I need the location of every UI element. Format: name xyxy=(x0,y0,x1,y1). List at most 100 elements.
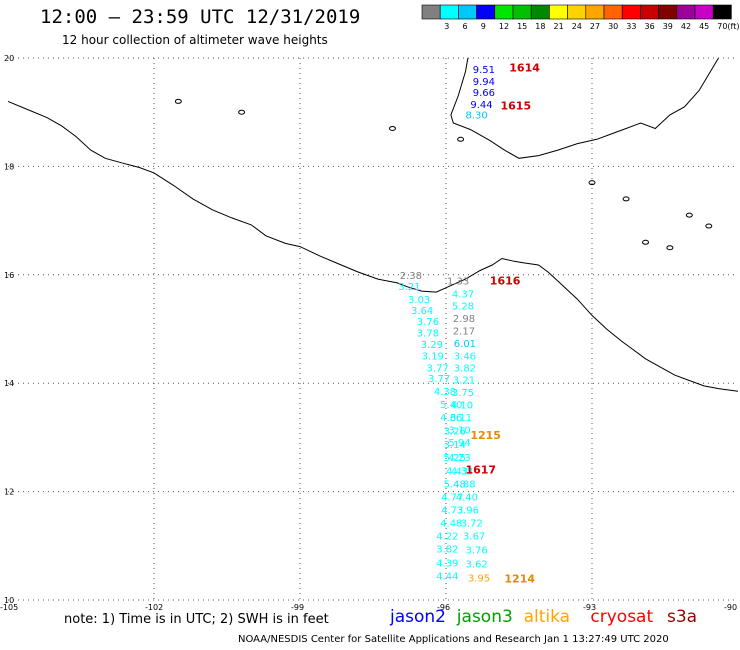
legend-swatch xyxy=(658,4,678,20)
pass-time-label: 1615 xyxy=(501,99,532,112)
pass-time-label: 1616 xyxy=(490,275,521,288)
wave-height-label: 4.48 xyxy=(440,518,462,529)
legend-swatch xyxy=(494,4,514,20)
wave-height-label: 2.38 xyxy=(400,271,422,282)
legend-swatch xyxy=(585,4,605,20)
wave-height-label: 4.66 xyxy=(440,413,462,424)
legend-label: 70 xyxy=(717,22,728,31)
legend-label: 3 xyxy=(444,22,450,31)
legend-swatch xyxy=(439,4,459,20)
wave-height-label: 5.94 xyxy=(448,438,470,449)
wave-height-label: 3.67 xyxy=(463,531,485,542)
map-subtitle: 12 hour collection of altimeter wave hei… xyxy=(62,33,328,47)
wave-height-label: 4.39 xyxy=(436,558,458,569)
lat-tick-label: 20 xyxy=(4,54,14,63)
wave-height-label: 3.76 xyxy=(465,545,487,556)
wave-height-label: 3.77 xyxy=(427,363,449,374)
wave-height-label: 3.72 xyxy=(461,518,483,529)
wave-height-label: 4.37 xyxy=(452,290,474,301)
wave-height-label: 4.73 xyxy=(441,505,463,516)
legend-label: 12 xyxy=(498,22,510,31)
legend-label: 45 xyxy=(699,22,710,31)
lat-tick-label: 12 xyxy=(4,488,14,497)
wave-height-label: 8.30 xyxy=(465,111,487,122)
legend-swatch xyxy=(712,4,732,20)
pass-time-label: 1614 xyxy=(509,62,540,75)
pass-time-label: 1617 xyxy=(465,464,496,477)
satellite-altika: altika xyxy=(523,607,571,627)
lake-outline xyxy=(622,196,630,202)
wave-height-observations: 9.519.949.669.448.302.383.213.033.643.76… xyxy=(398,65,495,584)
footer-note: note: 1) Time is in UTC; 2) SWH is in fe… xyxy=(64,612,329,627)
legend-labels: 3 6 9 12 15 18 21 24 27 30 33 36 39 42 45 70 (ft) xyxy=(422,22,739,34)
legend-swatch xyxy=(421,4,441,20)
wave-height-label: 3.62 xyxy=(465,559,487,570)
legend-swatch xyxy=(567,4,587,20)
lake-outline xyxy=(642,239,650,245)
lat-tick-label: 18 xyxy=(4,162,14,171)
lon-tick-label: -93 xyxy=(583,603,596,612)
wave-height-label: 4.43 xyxy=(446,466,468,477)
wave-height-label: 4.88 xyxy=(453,479,475,490)
legend-swatch xyxy=(549,4,568,20)
wave-height-label: 4.10 xyxy=(451,401,473,412)
lat-tick-label: 10 xyxy=(4,596,14,605)
lon-tick-label: -102 xyxy=(145,603,163,612)
pass-time-label: 1215 xyxy=(470,429,501,442)
lake-outline xyxy=(685,212,693,218)
wave-height-label: 3.78 xyxy=(417,329,439,340)
pass-time-label: 1214 xyxy=(504,573,535,586)
gulf-coastline xyxy=(450,57,719,159)
legend-swatch xyxy=(458,4,477,20)
wave-height-label: 4.22 xyxy=(436,531,458,542)
legend-label: 18 xyxy=(535,22,546,31)
satellite-jason3: jason3 xyxy=(456,607,513,627)
wave-height-label: 3.11 xyxy=(450,413,472,424)
legend-swatch xyxy=(621,4,641,20)
lon-tick-label: -96 xyxy=(437,603,450,612)
legend-swatch xyxy=(603,4,623,20)
lat-lon-grid xyxy=(8,57,738,601)
coastline xyxy=(7,57,739,392)
legend-label: 21 xyxy=(553,22,564,31)
wave-height-label: 3.76 xyxy=(417,317,439,328)
wave-height-label: 1.33 xyxy=(447,277,469,288)
wave-height-label: 3.19 xyxy=(422,351,444,362)
footer-credit: NOAA/NESDIS Center for Satellite Applica… xyxy=(238,634,669,645)
legend-swatch xyxy=(694,4,714,20)
wave-height-label: 9.94 xyxy=(473,77,495,88)
color-legend xyxy=(421,4,732,20)
lake-outline xyxy=(666,245,674,251)
legend-label: 36 xyxy=(644,22,655,31)
lat-tick-label: 14 xyxy=(4,379,14,388)
wave-height-label: 4.23 xyxy=(448,453,470,464)
wave-height-label: 3.10 xyxy=(448,426,470,437)
legend-label: 39 xyxy=(662,22,673,31)
pacific-coastline xyxy=(7,100,739,392)
wave-height-label: 3.46 xyxy=(454,351,476,362)
legend-swatch xyxy=(676,4,696,20)
wave-height-label: 3.14 xyxy=(444,440,466,451)
lake-outline xyxy=(705,223,713,229)
wave-height-label: 5.25 xyxy=(444,453,466,464)
satellite-cryosat: cryosat xyxy=(590,607,654,627)
wave-height-label: 4.77 xyxy=(441,492,463,503)
legend-swatch xyxy=(512,4,532,20)
wave-height-label: 3.82 xyxy=(454,363,476,374)
wave-height-label: 3.82 xyxy=(436,544,458,555)
wave-height-label: 3.96 xyxy=(457,505,479,516)
wave-height-label: 3.64 xyxy=(411,306,433,317)
wave-height-label: 4.44 xyxy=(436,571,458,582)
wave-height-label: 3.95 xyxy=(468,574,490,585)
legend-label: 24 xyxy=(571,22,582,31)
wave-height-label: 3.77 xyxy=(428,374,450,385)
legend-label: 27 xyxy=(589,22,601,31)
legend-label: 30 xyxy=(608,22,619,31)
legend-label: 15 xyxy=(517,22,528,31)
wave-height-label: 3.03 xyxy=(408,295,430,306)
legend-label: 33 xyxy=(626,22,637,31)
legend-label: 6 xyxy=(462,22,468,31)
lon-tick-label: -99 xyxy=(291,603,304,612)
